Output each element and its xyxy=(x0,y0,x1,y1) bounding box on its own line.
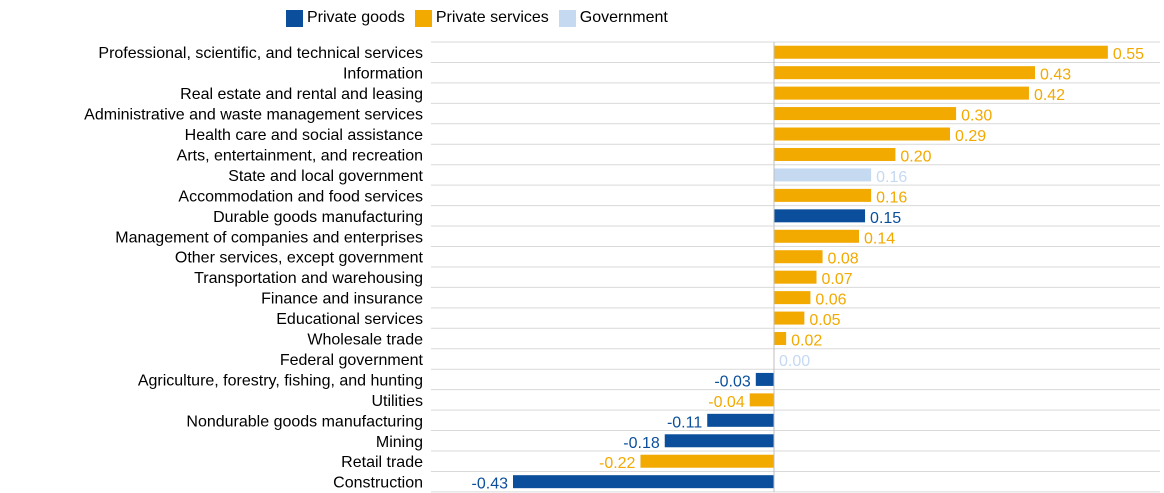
bar xyxy=(707,413,774,427)
data-label: 0.07 xyxy=(821,271,852,288)
bar xyxy=(774,270,817,284)
data-label: 0.16 xyxy=(876,189,907,206)
legend-item-private-services: Private services xyxy=(414,9,549,27)
legend-item-government: Government xyxy=(558,9,668,27)
category-label: Finance and insurance xyxy=(261,291,423,308)
legend-swatch-private-services xyxy=(414,9,432,27)
category-label: Administrative and waste management serv… xyxy=(84,107,423,124)
data-label: 0.08 xyxy=(828,251,859,268)
category-label: Educational services xyxy=(276,311,423,328)
category-label: Other services, except government xyxy=(175,250,424,267)
category-label: Construction xyxy=(333,475,423,492)
data-label: -0.03 xyxy=(714,373,751,390)
data-label: 0.20 xyxy=(900,148,931,165)
data-label: 0.02 xyxy=(791,333,822,350)
bar xyxy=(774,86,1029,100)
bar xyxy=(640,454,774,468)
bar xyxy=(774,127,951,141)
data-label: -0.22 xyxy=(599,455,636,472)
data-label: 0.42 xyxy=(1034,87,1065,104)
category-label: Federal government xyxy=(280,352,424,369)
legend-label-private-goods: Private goods xyxy=(307,9,405,26)
category-label: Retail trade xyxy=(341,454,423,471)
category-label: Health care and social assistance xyxy=(185,127,423,144)
bar xyxy=(774,229,859,243)
data-label: 0.15 xyxy=(870,210,901,227)
category-label: State and local government xyxy=(228,168,423,185)
category-label: Real estate and rental and leasing xyxy=(180,86,423,103)
bar xyxy=(664,434,774,448)
category-label: Wholesale trade xyxy=(307,332,423,349)
category-label: Arts, entertainment, and recreation xyxy=(177,147,423,164)
data-label: 0.43 xyxy=(1040,67,1071,84)
data-label: -0.43 xyxy=(472,476,509,493)
bar xyxy=(512,475,774,489)
category-label: Durable goods manufacturing xyxy=(213,209,423,226)
bar xyxy=(774,250,823,264)
legend-label-government: Government xyxy=(579,9,668,26)
bar xyxy=(774,311,805,325)
bar xyxy=(774,168,872,182)
data-label: 0.16 xyxy=(876,169,907,186)
bar xyxy=(774,45,1108,59)
category-label: Utilities xyxy=(371,393,423,410)
data-label: 0.30 xyxy=(961,108,992,125)
data-label: 0.05 xyxy=(809,312,840,329)
category-label: Nondurable goods manufacturing xyxy=(186,413,423,430)
category-label: Professional, scientific, and technical … xyxy=(98,45,423,62)
bar xyxy=(774,107,957,121)
bar xyxy=(774,147,896,161)
data-label: -0.11 xyxy=(667,414,702,431)
bar xyxy=(749,393,774,407)
data-label: 0.55 xyxy=(1113,46,1144,63)
category-label: Transportation and warehousing xyxy=(194,270,423,287)
bar xyxy=(774,332,787,346)
category-label: Management of companies and enterprises xyxy=(115,229,423,246)
bar xyxy=(774,66,1036,80)
data-label: 0.00 xyxy=(779,353,810,370)
bar xyxy=(774,209,866,223)
category-label: Information xyxy=(343,66,423,83)
bar xyxy=(774,188,872,202)
category-label: Accommodation and food services xyxy=(178,188,423,205)
chart-legend: Private goods Private services Governmen… xyxy=(286,6,678,30)
data-label: 0.29 xyxy=(955,128,986,145)
category-label: Agriculture, forestry, fishing, and hunt… xyxy=(138,372,423,389)
bar xyxy=(774,291,811,305)
legend-swatch-private-goods xyxy=(286,9,303,27)
legend-label-private-services: Private services xyxy=(435,9,549,26)
category-label: Mining xyxy=(376,434,423,451)
data-label: 0.14 xyxy=(864,230,895,247)
data-label: -0.04 xyxy=(708,394,745,411)
legend-swatch-government xyxy=(558,9,576,27)
bar xyxy=(755,372,774,386)
data-label: 0.06 xyxy=(815,292,846,309)
data-label: -0.18 xyxy=(623,435,660,452)
legend-item-private-goods: Private goods xyxy=(286,9,405,27)
